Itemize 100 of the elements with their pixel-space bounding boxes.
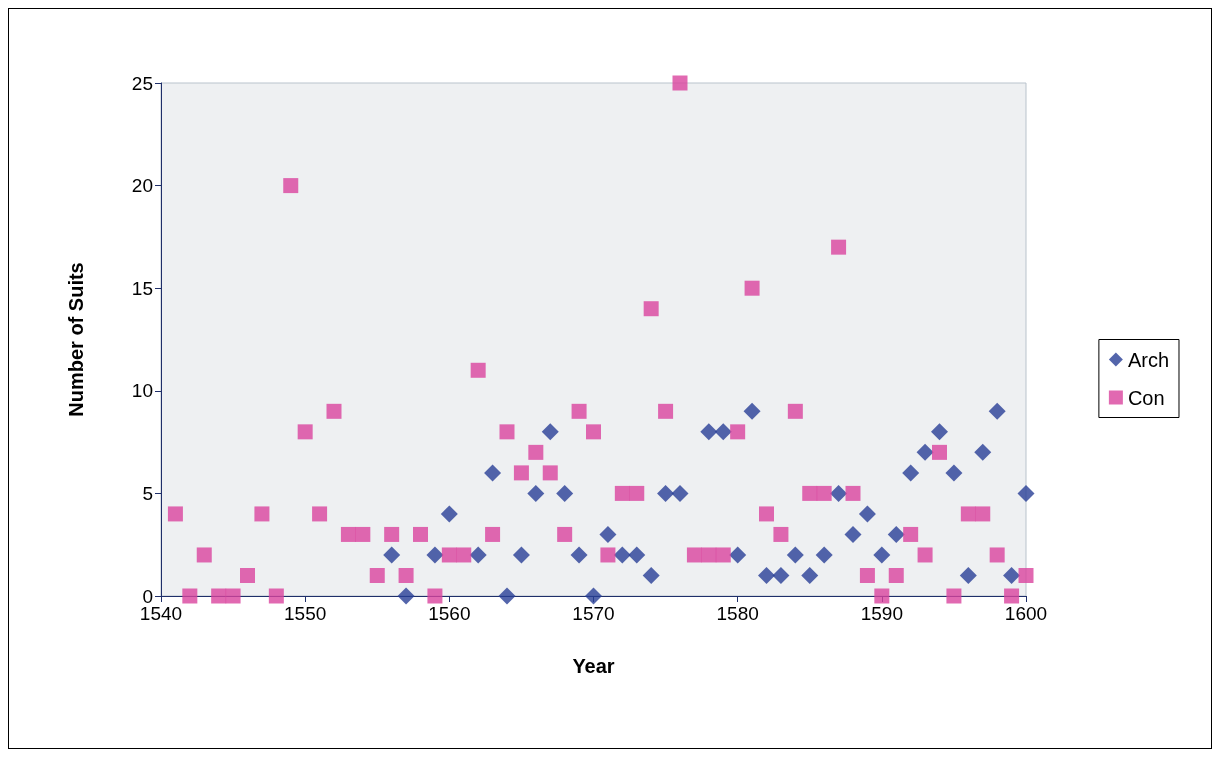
point: [312, 506, 328, 522]
point: [858, 505, 876, 523]
point: [802, 485, 818, 501]
point: [513, 465, 529, 481]
point: [614, 485, 630, 501]
point: [873, 546, 891, 564]
point: [1017, 484, 1035, 502]
point: [196, 547, 212, 563]
point: [383, 546, 401, 564]
point: [831, 239, 847, 255]
x-tick-label: 1600: [1004, 603, 1048, 624]
point: [182, 588, 198, 604]
point: [470, 362, 486, 378]
point: [225, 588, 241, 604]
point: [297, 424, 313, 440]
point: [527, 484, 545, 502]
point: [772, 566, 790, 584]
point: [557, 526, 573, 542]
point: [946, 588, 962, 604]
point: [902, 464, 920, 482]
point: [413, 526, 428, 542]
point: [988, 402, 1006, 420]
point: [628, 546, 646, 564]
point: [887, 525, 905, 543]
point: [499, 424, 515, 440]
x-tick-label: 1560: [428, 603, 471, 624]
point: [643, 301, 659, 317]
point: [744, 280, 760, 296]
point: [787, 403, 803, 419]
point: [844, 525, 862, 543]
point: [484, 464, 502, 482]
point: [786, 546, 804, 564]
point: [326, 403, 342, 419]
point: [440, 505, 458, 523]
point: [758, 566, 775, 584]
point: [830, 484, 848, 502]
x-tick-label: 1590: [860, 603, 903, 624]
point: [355, 526, 371, 542]
point: [816, 485, 832, 501]
x-tick-label: 1550: [284, 603, 327, 624]
point: [888, 567, 904, 583]
point: [729, 546, 747, 564]
point: [542, 465, 558, 481]
y-tick-label: 15: [131, 277, 153, 299]
point: [859, 567, 875, 583]
point: [426, 546, 444, 564]
point: [211, 588, 227, 604]
point: [1004, 588, 1020, 604]
point: [959, 566, 977, 584]
point: [975, 506, 991, 522]
point: [989, 547, 1005, 563]
point: [945, 464, 963, 482]
point: [686, 547, 702, 563]
x-tick-label: 1570: [572, 603, 615, 624]
point: [657, 484, 675, 502]
legend-label: Con: [1127, 386, 1165, 409]
point: [845, 485, 861, 501]
point: [541, 423, 559, 441]
point: [369, 567, 385, 583]
point: [931, 423, 948, 441]
point: [585, 587, 602, 605]
point: [815, 546, 833, 564]
point: [268, 588, 284, 604]
point: [441, 547, 457, 563]
point: [498, 587, 516, 605]
point: [642, 566, 660, 584]
point: [167, 506, 183, 522]
y-tick-label: 5: [142, 482, 153, 504]
point: [672, 75, 688, 91]
point: [700, 423, 718, 441]
point: [427, 588, 443, 604]
point: [730, 424, 746, 440]
point: [570, 546, 588, 564]
point: [340, 526, 356, 542]
point: [600, 547, 616, 563]
point: [903, 526, 919, 542]
point: [874, 588, 890, 604]
point: [932, 444, 947, 460]
point: [773, 526, 789, 542]
point: [571, 403, 587, 419]
point: [599, 525, 617, 543]
legend-label: Arch: [1127, 348, 1169, 371]
point: [512, 546, 530, 564]
point: [240, 567, 255, 583]
point: [960, 506, 976, 522]
x-axis-title: Year: [572, 655, 615, 677]
y-tick-label: 10: [131, 380, 153, 402]
point: [398, 567, 414, 583]
point: [629, 485, 645, 501]
point: [759, 506, 774, 522]
point: [485, 526, 501, 542]
point: [701, 547, 717, 563]
point: [469, 546, 487, 564]
point: [397, 587, 415, 605]
point: [283, 178, 299, 194]
point: [974, 443, 992, 461]
point: [1003, 566, 1021, 584]
point: [456, 547, 472, 563]
point: [715, 547, 731, 563]
point: [916, 443, 934, 461]
